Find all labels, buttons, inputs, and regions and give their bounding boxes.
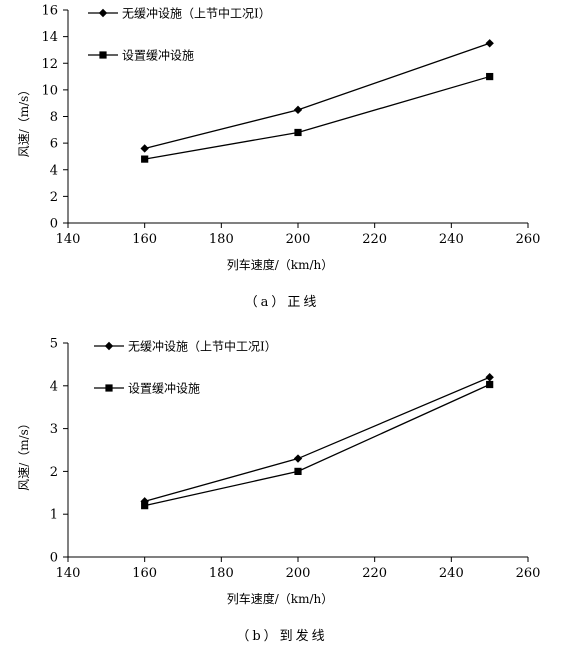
y-tick-label: 2 [50,465,58,480]
chart-a-main-line: 140 160 180 200 220 240 260 0 2 4 6 8 10 12 14 16 列车速度/（… [17,4,540,311]
legend-label: 无缓冲设施（上节中工况Ⅰ） [128,339,277,354]
data-point-square [141,502,149,510]
y-tick-label: 4 [50,379,58,394]
data-point-square [294,128,302,137]
series-line [144,376,490,502]
y-tick-label: 1 [50,508,58,523]
x-tick-label: 200 [286,232,311,247]
chart-b-arrival-departure-line: 140 160 180 200 220 240 260 0 1 2 3 4 5 列车速度/（km/h） 风速… [17,337,540,645]
legend-marker-square [99,51,107,59]
legend-label: 设置缓冲设施 [122,48,194,63]
data-point-square [294,467,302,475]
x-tick-label: 220 [362,566,387,581]
y-tick-label: 4 [50,163,58,178]
data-point-square [486,380,494,389]
x-tick-label: 240 [439,232,464,247]
chart-caption: （a）正线 [245,295,320,310]
legend-marker-diamond [104,341,114,351]
y-tick-label: 0 [50,551,58,566]
x-tick-label: 260 [516,566,541,581]
y-axis-title: 风速/（m/s） [17,417,31,491]
y-tick-label: 12 [41,57,58,72]
data-point-diamond [485,373,494,382]
x-axis-title: 列车速度/（km/h） [227,257,333,272]
y-tick-label: 3 [50,422,58,437]
x-tick-label: 200 [286,566,311,581]
y-tick-label: 16 [41,4,58,19]
y-tick-label: 2 [50,190,58,205]
y-axis-title: 风速/（m/s） [17,84,31,158]
x-tick-label: 140 [56,232,81,247]
data-point-diamond [293,105,303,115]
data-point-square [486,72,494,81]
y-tick-label: 8 [50,110,58,125]
x-tick-label: 260 [516,232,541,247]
chart-caption: （b）到发线 [236,628,327,644]
x-axis-title: 列车速度/（km/h） [227,591,333,606]
x-tick-label: 160 [132,566,157,581]
legend-label: 无缓冲设施（上节中工况Ⅰ） [122,6,271,21]
legend-marker-diamond [98,8,108,18]
x-tick-label: 140 [56,566,81,581]
data-point-diamond [140,144,149,153]
x-tick-label: 160 [132,232,157,247]
legend-label: 设置缓冲设施 [128,381,200,396]
x-tick-label: 240 [439,566,464,581]
series-line [144,42,490,150]
legend-marker-square [105,384,113,392]
data-point-diamond [293,454,303,463]
series-line [144,75,490,160]
y-tick-label: 0 [50,217,58,232]
y-tick-label: 6 [50,137,58,152]
y-tick-label: 5 [50,337,58,352]
data-point-square [141,155,149,163]
x-tick-label: 180 [209,232,234,247]
x-tick-label: 220 [362,232,387,247]
data-point-diamond [485,39,494,48]
y-tick-label: 14 [41,30,58,45]
y-tick-label: 10 [41,83,58,98]
x-tick-label: 180 [209,566,234,581]
